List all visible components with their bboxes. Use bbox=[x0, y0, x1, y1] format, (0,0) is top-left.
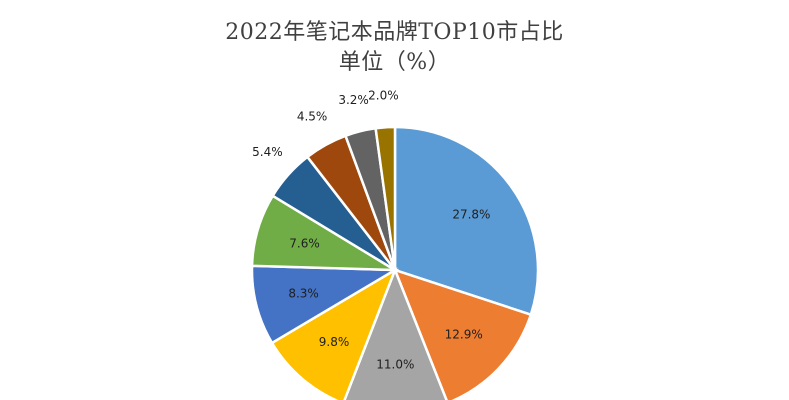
pie-slice bbox=[250, 264, 400, 345]
pie-slice bbox=[270, 267, 398, 400]
pie-slice bbox=[393, 125, 540, 317]
slice-data-label: 9.8% bbox=[319, 335, 350, 349]
slice-data-label: 3.2% bbox=[338, 93, 369, 107]
pie-slice bbox=[343, 266, 448, 400]
chart-subtitle: 单位（%） bbox=[338, 50, 451, 75]
slice-data-label: 7.6% bbox=[289, 236, 320, 250]
slice-data-label: 2.0% bbox=[368, 88, 399, 102]
slice-data-label: 4.5% bbox=[297, 109, 328, 123]
slice-data-label: 5.4% bbox=[252, 145, 283, 159]
slice-data-label: 27.8% bbox=[452, 208, 490, 222]
chart-title-block: 2022年笔记本品牌TOP10市占比 单位（%） bbox=[0, 18, 789, 78]
pie-slice bbox=[374, 125, 397, 271]
slice-data-label: 11.0% bbox=[376, 357, 414, 371]
chart-title: 2022年笔记本品牌TOP10市占比 bbox=[225, 20, 564, 45]
slice-data-label: 8.3% bbox=[288, 287, 319, 301]
slice-data-label: 12.9% bbox=[445, 328, 483, 342]
